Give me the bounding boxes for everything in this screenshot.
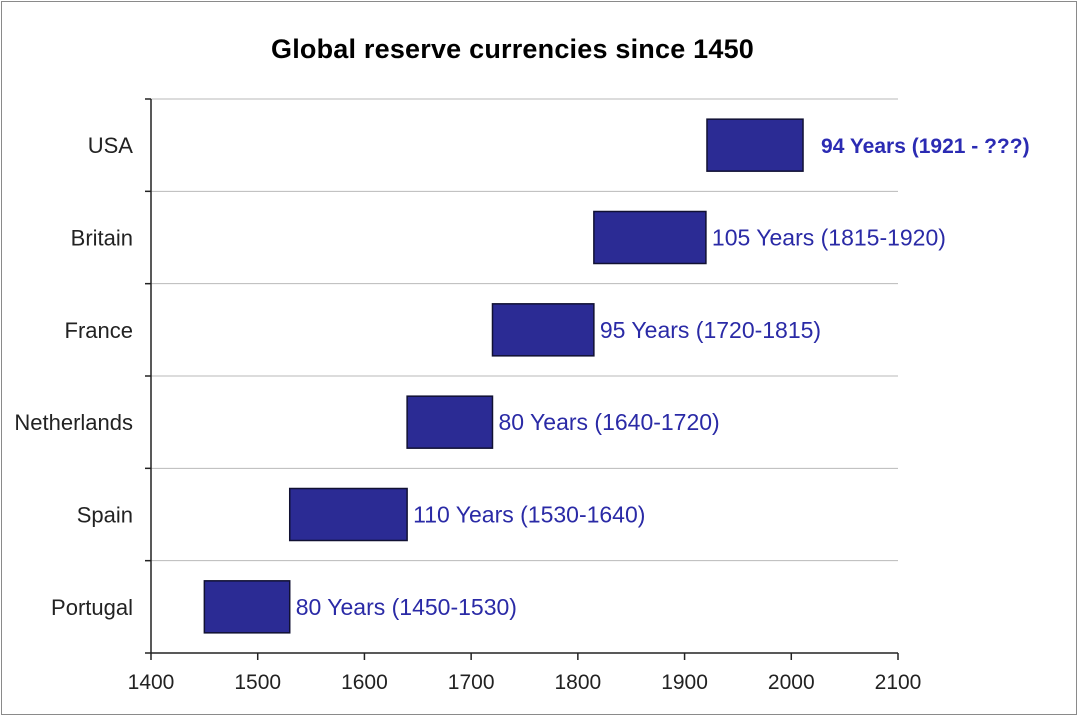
category-label: USA [88, 133, 134, 158]
x-tick-label: 1800 [554, 671, 601, 694]
data-label: 95 Years (1720-1815) [600, 317, 821, 343]
bar [203, 580, 291, 634]
x-tick-label: 1700 [448, 671, 495, 694]
bar [406, 395, 494, 449]
axes: 1400 1500 1600 1700 1800 1900 2000 2100 [128, 98, 922, 694]
x-tick-label: 1500 [234, 671, 281, 694]
x-tick-label: 1400 [128, 671, 175, 694]
data-label: 80 Years (1450-1530) [296, 594, 517, 620]
data-label: 80 Years (1640-1720) [498, 409, 719, 435]
data-label: 105 Years (1815-1920) [712, 225, 946, 251]
x-tick-label: 2000 [768, 671, 815, 694]
data-label: 110 Years (1530-1640) [413, 502, 645, 528]
data-label: 94 Years (1921 - ???) [821, 135, 1030, 158]
labels: USA Britain France Netherlands Spain Portugal… [14, 133, 1029, 620]
bar [491, 303, 595, 357]
x-tick-label: 2100 [875, 671, 922, 694]
category-label: Spain [77, 503, 133, 528]
x-tick-label: 1900 [661, 671, 708, 694]
category-label: Netherlands [14, 410, 133, 435]
bar [593, 210, 707, 265]
category-label: Britain [71, 226, 133, 251]
gridlines [151, 98, 898, 562]
bar [288, 487, 408, 542]
x-tick-label: 1600 [341, 671, 388, 694]
bar [706, 118, 804, 172]
chart-title: Global reserve currencies since 1450 [271, 34, 754, 64]
bars [203, 118, 804, 634]
category-label: Portugal [51, 595, 133, 620]
category-label: France [65, 318, 133, 343]
